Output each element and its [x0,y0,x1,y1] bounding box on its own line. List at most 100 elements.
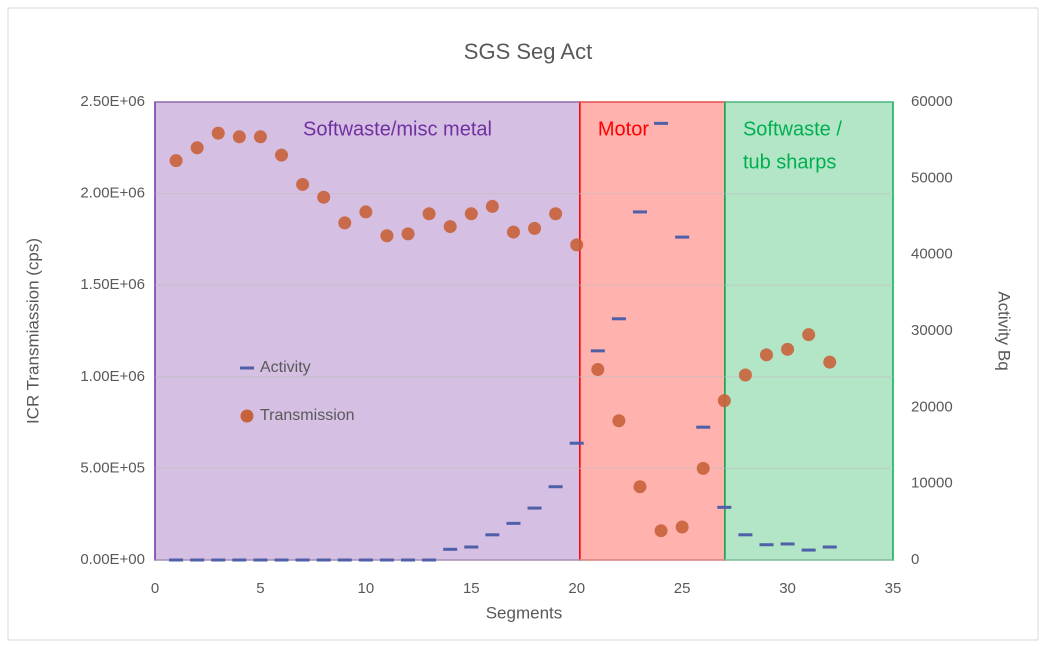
activity-marker [506,521,521,525]
activity-marker [696,425,711,429]
transmission-marker [464,207,478,221]
transmission-marker [717,394,731,408]
activity-marker [654,121,669,125]
transmission-marker [296,177,310,191]
transmission-marker [802,328,816,342]
transmission-marker [338,216,352,230]
y2-tick-label: 30000 [911,322,953,339]
transmission-marker [275,148,289,162]
activity-marker [569,441,584,445]
y2-tick-label: 40000 [911,246,953,263]
transmission-marker [696,461,710,475]
activity-marker [401,558,416,562]
transmission-marker [401,227,415,241]
transmission-marker [380,229,394,243]
chart-title: SGS Seg Act [464,39,592,64]
x-axis-title: Segments [486,603,563,622]
activity-marker [759,543,774,547]
activity-marker [717,505,732,509]
activity-marker [801,548,816,552]
transmission-marker [422,207,436,221]
x-tick-label: 35 [885,580,902,597]
region-label: Softwaste/misc metal [303,118,492,140]
transmission-marker [190,141,204,155]
region-label: Motor [598,118,649,140]
transmission-marker [675,520,689,534]
x-tick-label: 20 [568,580,585,597]
transmission-marker [549,207,563,221]
activity-marker [485,533,500,537]
region-label: Softwaste / [743,118,842,140]
activity-marker [738,533,753,537]
activity-marker [274,558,289,562]
activity-marker [632,210,647,214]
transmission-marker [612,414,626,428]
transmission-marker [232,130,246,144]
activity-marker [822,545,837,549]
activity-marker [464,545,479,549]
activity-marker [169,558,184,562]
activity-marker [443,547,458,551]
activity-marker [253,558,268,562]
activity-marker [358,558,373,562]
transmission-marker [485,199,499,213]
activity-marker [337,558,352,562]
y-tick-label: 5.00E+05 [80,459,145,476]
region [154,101,581,561]
activity-marker [527,506,542,510]
x-tick-label: 10 [358,580,375,597]
activity-marker [379,558,394,562]
y2-tick-label: 10000 [911,475,953,492]
legend-marker [240,366,254,370]
activity-marker [190,558,205,562]
transmission-marker [738,368,752,382]
x-tick-label: 30 [779,580,796,597]
transmission-marker [359,205,373,219]
transmission-marker [781,342,795,356]
y2-axis-title: Activity Bq [995,291,1014,370]
transmission-marker [633,480,647,494]
legend-label: Transmission [260,407,355,424]
activity-marker [611,317,626,321]
y2-tick-label: 20000 [911,398,953,415]
x-tick-label: 0 [151,580,159,597]
y-axis-title: ICR Transmiassion (cps) [23,238,42,424]
y-tick-label: 2.50E+06 [80,93,145,110]
transmission-marker [570,238,584,252]
y-tick-label: 1.50E+06 [80,276,145,293]
y-tick-label: 1.00E+06 [80,368,145,385]
transmission-marker [759,348,773,362]
y2-tick-label: 50000 [911,169,953,186]
x-tick-label: 15 [463,580,480,597]
activity-marker [422,558,437,562]
y2-tick-label: 60000 [911,93,953,110]
legend-marker [240,409,254,423]
transmission-marker [253,130,267,144]
transmission-marker [211,126,225,140]
legend-label: Activity [260,359,311,376]
x-tick-label: 25 [674,580,691,597]
transmission-marker [317,190,331,204]
transmission-marker [591,362,605,376]
transmission-marker [506,225,520,239]
y-tick-label: 0.00E+00 [80,551,145,568]
activity-marker [780,542,795,546]
region [579,101,726,561]
transmission-marker [443,220,457,234]
y-tick-label: 2.00E+06 [80,185,145,202]
activity-marker [316,558,331,562]
activity-marker [211,558,226,562]
y2-tick-label: 0 [911,551,919,568]
transmission-marker [823,355,837,369]
x-tick-label: 5 [256,580,264,597]
activity-marker [295,558,310,562]
transmission-marker [528,221,542,235]
activity-marker [590,349,605,353]
activity-marker [232,558,247,562]
activity-marker [675,235,690,239]
transmission-marker [654,524,668,538]
transmission-marker [169,154,183,168]
activity-marker [548,485,563,489]
